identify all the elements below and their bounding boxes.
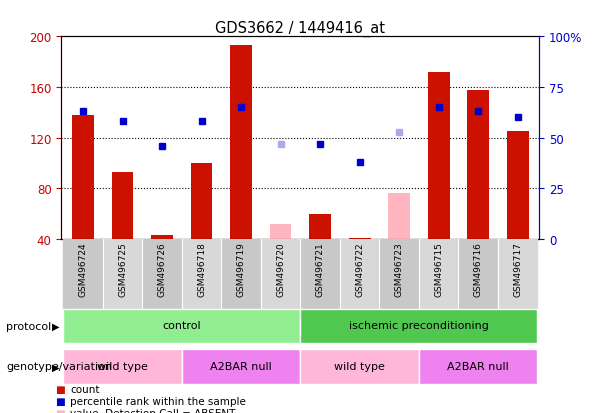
Bar: [498, 240, 538, 310]
Bar: [300, 349, 419, 384]
Bar: [72, 116, 94, 240]
Bar: [270, 224, 291, 240]
Bar: [388, 194, 410, 240]
Text: GSM496721: GSM496721: [316, 242, 325, 296]
Text: genotype/variation: genotype/variation: [6, 361, 112, 372]
Bar: [63, 240, 103, 310]
Text: ▶: ▶: [52, 361, 59, 372]
Bar: [300, 240, 340, 310]
Text: GSM496725: GSM496725: [118, 242, 127, 296]
Bar: [221, 240, 261, 310]
Bar: [419, 349, 538, 384]
Text: ischemic preconditioning: ischemic preconditioning: [349, 320, 489, 330]
Bar: [340, 240, 379, 310]
Bar: [142, 240, 182, 310]
Text: ■: ■: [55, 408, 64, 413]
Bar: [230, 46, 252, 240]
Bar: [151, 236, 173, 240]
Text: percentile rank within the sample: percentile rank within the sample: [70, 396, 246, 406]
Bar: [310, 214, 331, 240]
Bar: [261, 240, 300, 310]
Bar: [191, 164, 213, 240]
Text: count: count: [70, 385, 100, 394]
Bar: [379, 240, 419, 310]
Bar: [349, 238, 370, 240]
Bar: [428, 73, 449, 240]
Text: GSM496726: GSM496726: [158, 242, 167, 296]
Text: GSM496720: GSM496720: [276, 242, 285, 296]
Text: GSM496724: GSM496724: [78, 242, 88, 296]
Text: GSM496716: GSM496716: [474, 242, 482, 297]
Text: GSM496719: GSM496719: [237, 242, 246, 297]
Bar: [182, 240, 221, 310]
Text: wild type: wild type: [97, 361, 148, 371]
Text: ■: ■: [55, 396, 64, 406]
Bar: [467, 90, 489, 240]
Text: A2BAR null: A2BAR null: [447, 361, 509, 371]
Bar: [419, 240, 459, 310]
Bar: [103, 240, 142, 310]
Text: A2BAR null: A2BAR null: [210, 361, 272, 371]
Text: GSM496718: GSM496718: [197, 242, 206, 297]
Text: protocol: protocol: [6, 321, 51, 331]
Text: ▶: ▶: [52, 321, 59, 331]
Bar: [459, 240, 498, 310]
Text: GSM496717: GSM496717: [513, 242, 522, 297]
Text: GSM496723: GSM496723: [395, 242, 403, 296]
Bar: [112, 173, 134, 240]
Text: value, Detection Call = ABSENT: value, Detection Call = ABSENT: [70, 408, 236, 413]
Bar: [507, 132, 528, 240]
Text: GSM496715: GSM496715: [434, 242, 443, 297]
Bar: [300, 310, 538, 343]
Title: GDS3662 / 1449416_at: GDS3662 / 1449416_at: [215, 21, 386, 37]
Bar: [63, 349, 182, 384]
Text: control: control: [162, 320, 201, 330]
Text: ■: ■: [55, 385, 64, 394]
Text: GSM496722: GSM496722: [355, 242, 364, 296]
Bar: [182, 349, 300, 384]
Text: wild type: wild type: [334, 361, 385, 371]
Bar: [63, 310, 300, 343]
